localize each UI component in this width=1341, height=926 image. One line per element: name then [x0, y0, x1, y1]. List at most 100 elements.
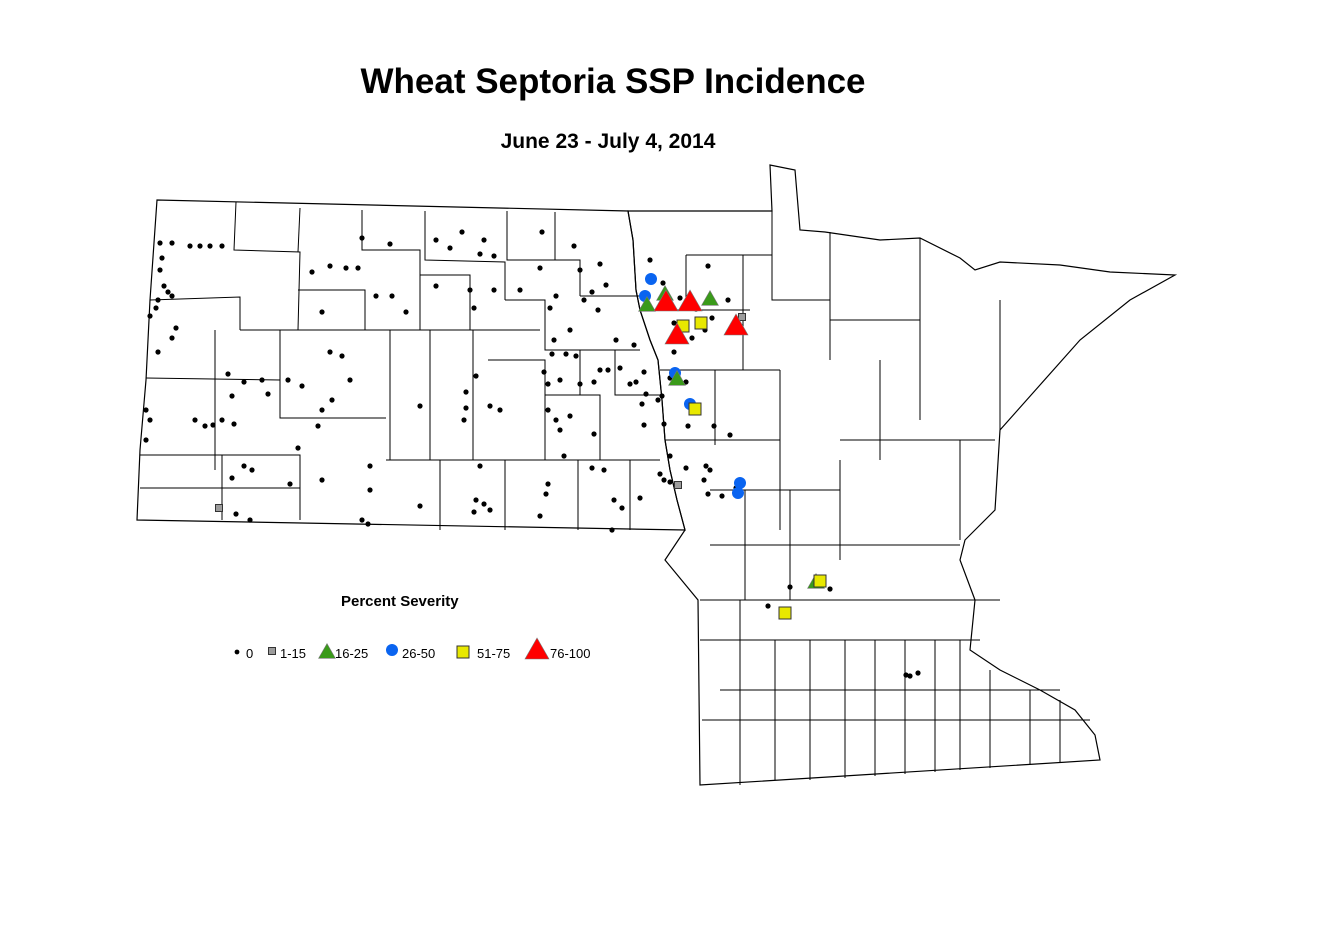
legend-dot-icon	[234, 649, 240, 655]
point-0	[655, 397, 661, 403]
point-0	[231, 421, 237, 427]
point-0	[701, 477, 707, 483]
point-16-25	[701, 289, 719, 306]
point-0	[595, 307, 601, 313]
point-0	[339, 353, 345, 359]
point-0	[539, 229, 545, 235]
point-0	[707, 467, 713, 473]
point-0	[641, 422, 647, 428]
county-boundary	[279, 330, 386, 419]
point-1-15	[738, 313, 746, 321]
point-0	[447, 245, 453, 251]
point-0	[459, 229, 465, 235]
point-0	[433, 283, 439, 289]
point-0	[477, 463, 483, 469]
point-0	[169, 240, 175, 246]
map-subtitle: June 23 - July 4, 2014	[500, 130, 716, 153]
point-0	[573, 353, 579, 359]
point-0	[319, 309, 325, 315]
point-26-50	[645, 273, 657, 285]
point-1-15	[215, 504, 223, 512]
point-0	[545, 381, 551, 387]
point-0	[591, 379, 597, 385]
point-0	[463, 389, 469, 395]
point-0	[315, 423, 321, 429]
point-0	[481, 237, 487, 243]
point-0	[551, 337, 557, 343]
county-boundary	[488, 359, 546, 460]
point-0	[143, 407, 149, 413]
point-0	[247, 517, 253, 523]
point-0	[169, 335, 175, 341]
point-0	[903, 672, 909, 678]
point-0	[219, 243, 225, 249]
point-0	[403, 309, 409, 315]
point-0	[627, 381, 633, 387]
point-0	[907, 673, 913, 679]
legend-label-16-25: 16-25	[335, 646, 369, 661]
point-0	[463, 405, 469, 411]
point-0	[487, 403, 493, 409]
county-boundary	[140, 454, 301, 520]
point-0	[619, 505, 625, 511]
legend-title: Percent Severity	[341, 593, 459, 610]
point-0	[285, 377, 291, 383]
point-0	[597, 261, 603, 267]
point-26-50	[732, 487, 744, 499]
point-0	[727, 432, 733, 438]
point-0	[433, 237, 439, 243]
point-76-100	[677, 289, 703, 312]
point-0	[295, 445, 301, 451]
point-0	[633, 379, 639, 385]
minnesota-outline	[627, 164, 1178, 786]
county-boundary	[544, 330, 640, 351]
point-0	[603, 282, 609, 288]
point-0	[229, 393, 235, 399]
point-0	[365, 521, 371, 527]
point-0	[671, 320, 677, 326]
point-0	[481, 501, 487, 507]
point-0	[671, 349, 677, 355]
point-0	[547, 305, 553, 311]
county-boundary	[424, 211, 506, 300]
point-0	[705, 491, 711, 497]
point-0	[373, 293, 379, 299]
point-0	[659, 393, 665, 399]
point-0	[787, 584, 793, 590]
point-0	[589, 289, 595, 295]
point-0	[609, 527, 615, 533]
point-0	[153, 305, 159, 311]
point-0	[617, 365, 623, 371]
point-0	[165, 289, 171, 295]
point-0	[563, 351, 569, 357]
point-0	[517, 287, 523, 293]
point-0	[417, 503, 423, 509]
point-0	[473, 497, 479, 503]
point-0	[689, 335, 695, 341]
point-0	[147, 417, 153, 423]
point-0	[157, 240, 163, 246]
point-0	[147, 313, 153, 319]
point-0	[329, 397, 335, 403]
point-0	[667, 453, 673, 459]
county-boundary	[545, 394, 601, 460]
point-0	[537, 513, 543, 519]
point-0	[591, 431, 597, 437]
point-0	[327, 263, 333, 269]
point-0	[703, 463, 709, 469]
point-0	[202, 423, 208, 429]
point-0	[347, 377, 353, 383]
point-0	[299, 383, 305, 389]
point-0	[667, 479, 673, 485]
county-boundary	[771, 211, 831, 360]
legend-label-51-75: 51-75	[477, 646, 511, 661]
point-0	[169, 293, 175, 299]
point-0	[711, 423, 717, 429]
legend-square-icon	[268, 647, 276, 655]
point-0	[571, 243, 577, 249]
point-1-15	[674, 481, 682, 489]
point-0	[613, 337, 619, 343]
point-0	[705, 263, 711, 269]
